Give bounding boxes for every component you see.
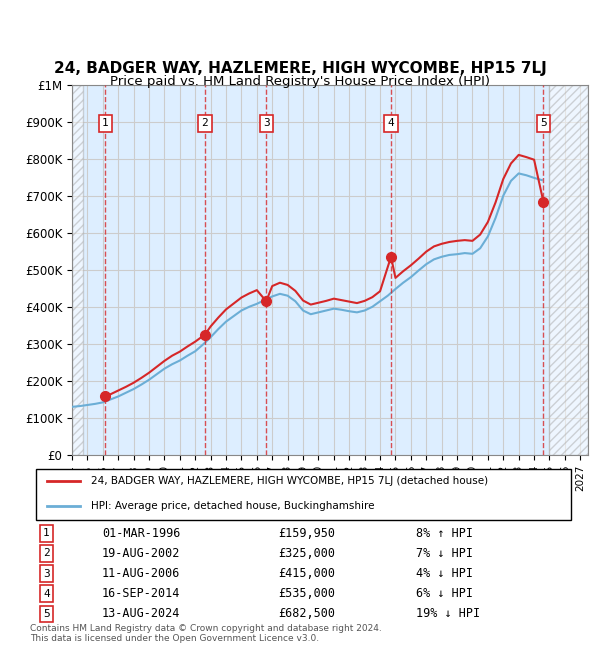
Text: 4: 4 [43,589,50,599]
Text: 1: 1 [102,118,109,129]
Text: 3: 3 [263,118,269,129]
Text: 24, BADGER WAY, HAZLEMERE, HIGH WYCOMBE, HP15 7LJ: 24, BADGER WAY, HAZLEMERE, HIGH WYCOMBE,… [53,60,547,76]
Text: 3: 3 [43,569,50,578]
Text: 5: 5 [540,118,547,129]
Text: 24, BADGER WAY, HAZLEMERE, HIGH WYCOMBE, HP15 7LJ (detached house): 24, BADGER WAY, HAZLEMERE, HIGH WYCOMBE,… [91,476,488,486]
Text: £159,950: £159,950 [278,526,335,539]
Text: 5: 5 [43,609,50,619]
Text: 13-AUG-2024: 13-AUG-2024 [102,607,180,620]
Text: £682,500: £682,500 [278,607,335,620]
Text: HPI: Average price, detached house, Buckinghamshire: HPI: Average price, detached house, Buck… [91,500,374,511]
Text: Contains HM Land Registry data © Crown copyright and database right 2024.
This d: Contains HM Land Registry data © Crown c… [30,624,382,644]
Text: 01-MAR-1996: 01-MAR-1996 [102,526,180,539]
Text: 11-AUG-2006: 11-AUG-2006 [102,567,180,580]
Text: 1: 1 [43,528,50,538]
Text: 2: 2 [202,118,208,129]
Text: 19-AUG-2002: 19-AUG-2002 [102,547,180,560]
Text: Price paid vs. HM Land Registry's House Price Index (HPI): Price paid vs. HM Land Registry's House … [110,75,490,88]
Text: 2: 2 [43,549,50,558]
Text: 16-SEP-2014: 16-SEP-2014 [102,588,180,601]
Text: £415,000: £415,000 [278,567,335,580]
Text: 4% ↓ HPI: 4% ↓ HPI [416,567,473,580]
Text: 4: 4 [388,118,394,129]
FancyBboxPatch shape [35,469,571,520]
Text: £535,000: £535,000 [278,588,335,601]
Text: £325,000: £325,000 [278,547,335,560]
Text: 7% ↓ HPI: 7% ↓ HPI [416,547,473,560]
Text: 19% ↓ HPI: 19% ↓ HPI [416,607,481,620]
Text: 8% ↑ HPI: 8% ↑ HPI [416,526,473,539]
Text: 6% ↓ HPI: 6% ↓ HPI [416,588,473,601]
Bar [72,84,83,455]
